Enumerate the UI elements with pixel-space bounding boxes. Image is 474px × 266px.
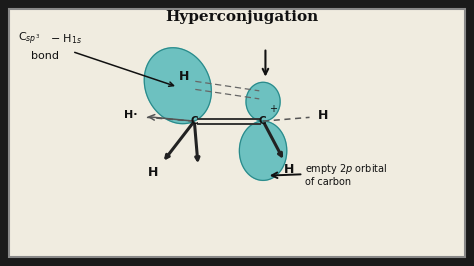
Text: H: H <box>147 166 158 179</box>
Text: +: + <box>269 104 276 114</box>
Text: H: H <box>284 163 294 176</box>
Polygon shape <box>239 121 287 180</box>
Text: of carbon: of carbon <box>305 177 351 187</box>
Text: H: H <box>318 109 328 122</box>
Text: H·: H· <box>124 110 137 120</box>
Polygon shape <box>144 48 211 124</box>
Text: C$_{sp^3}$: C$_{sp^3}$ <box>18 31 40 47</box>
Text: Hyperconjugation: Hyperconjugation <box>165 10 319 24</box>
Text: $-$ H$_{1s}$: $-$ H$_{1s}$ <box>50 32 82 46</box>
Text: bond: bond <box>31 51 59 61</box>
Text: C: C <box>258 116 266 126</box>
Text: C: C <box>191 116 198 126</box>
Text: empty 2$p$ orbital: empty 2$p$ orbital <box>305 161 387 176</box>
Text: H: H <box>179 70 189 83</box>
FancyBboxPatch shape <box>9 9 465 257</box>
Polygon shape <box>246 82 280 121</box>
